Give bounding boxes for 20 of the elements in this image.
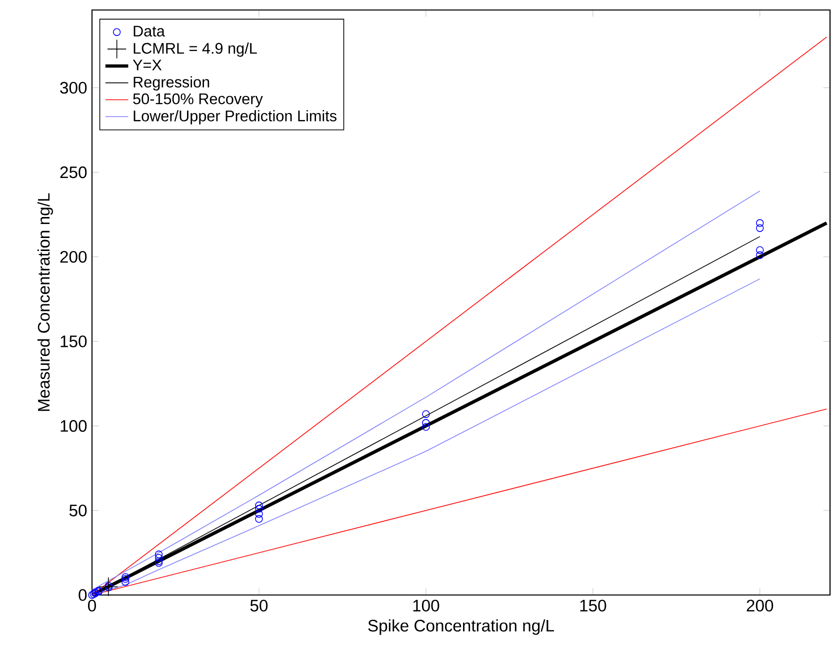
x-tick-label: 200: [746, 600, 774, 612]
y-tick-label: 200: [60, 250, 87, 263]
legend-label: Lower/Upper Prediction Limits: [134, 110, 336, 124]
x-axis-title: Spike Concentration ng/L: [368, 619, 554, 635]
y-tick-label: 300: [60, 82, 87, 94]
legend-label: LCMRL = 4.9 ng/L: [134, 42, 257, 57]
y-tick-label: 250: [60, 166, 87, 178]
legend-label: Data: [134, 26, 165, 37]
x-tick-label: 100: [413, 600, 440, 612]
y-tick-label: 50: [69, 504, 87, 516]
x-tick-label: 150: [580, 600, 606, 612]
legend-label: 50-150% Recovery: [133, 93, 263, 108]
y-tick-label: 0: [78, 589, 87, 601]
y-tick-label: 100: [60, 420, 87, 432]
legend-label: Y=X: [132, 60, 162, 70]
legend-label: Regression: [134, 76, 210, 91]
x-tick-label: 50: [250, 600, 268, 612]
x-tick-label: 0: [88, 600, 96, 612]
y-tick-label: 150: [60, 335, 87, 348]
y-axis-title: Measured Concentration ng/L: [37, 193, 53, 411]
